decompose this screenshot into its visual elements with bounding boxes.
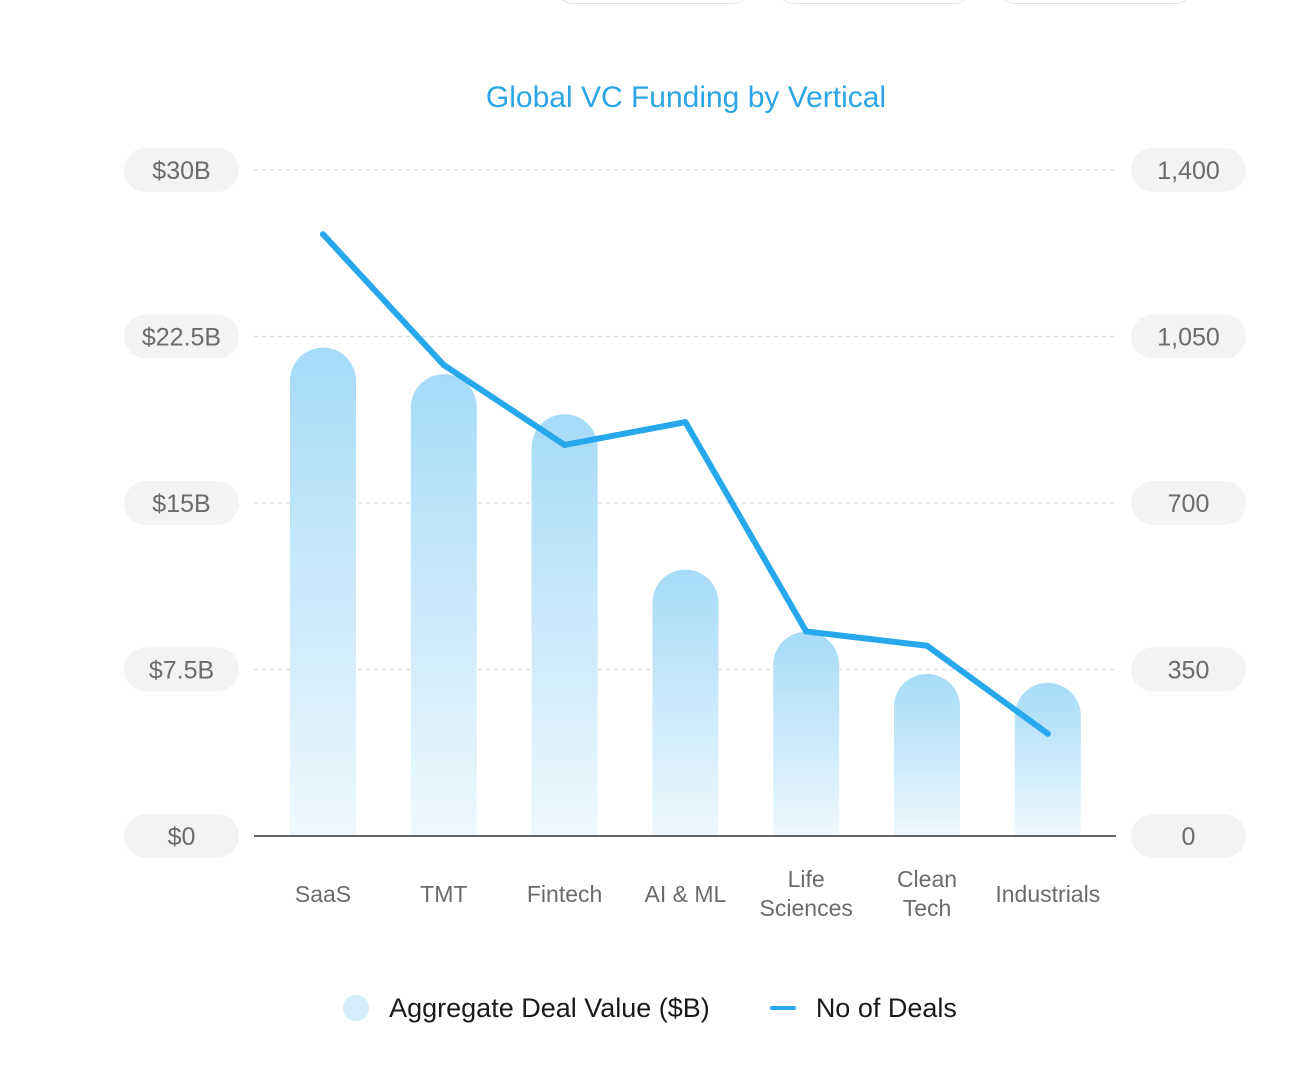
bar-industrials[interactable] [1014,682,1081,836]
right-tick-label: 0 [1182,823,1196,851]
right-tick-pill [1131,148,1246,192]
right-tick-pill [1131,647,1246,692]
legend: Aggregate Deal Value ($B) No of Deals [0,986,1300,1030]
legend-label-deals: No of Deals [815,992,957,1023]
deals-point[interactable] [561,441,568,448]
chart-title: Global VC Funding by Vertical [486,81,886,114]
right-tick-pill [1131,481,1246,525]
category-label: AI & ML [644,881,726,907]
left-tick-pill [124,481,239,525]
left-tick-label: $0 [168,823,196,851]
right-tick-label: 700 [1168,490,1210,518]
legend-swatch-line [769,1006,796,1010]
category-label: SaaS [295,881,351,907]
left-tick-label: $30B [152,157,210,185]
legend-swatch-bar [343,995,370,1021]
bar-fintech[interactable] [531,414,598,836]
left-tick-pill [124,314,239,359]
deals-point[interactable] [924,642,930,649]
deals-point[interactable] [1044,730,1051,737]
category-label: Industrials [995,881,1100,907]
bar-saas[interactable] [290,347,356,836]
bar-clean-tech[interactable] [894,673,960,836]
legend-item-deals[interactable]: No of Deals [769,992,957,1024]
left-tick-pill [124,814,239,858]
category-labels: SaaS TMT Fintech AI & ML Life Sciences Clean Te… [295,866,1100,921]
bar-tmt[interactable] [410,374,477,836]
right-tick-label: 350 [1168,657,1210,685]
bar-ai-ml[interactable] [652,569,719,836]
right-axis: 0 350 700 1,050 1,400 [1131,148,1246,858]
right-tick-pill [1131,314,1246,359]
right-tick-label: 1,400 [1157,157,1220,185]
legend-item-deal-value[interactable]: Aggregate Deal Value ($B) [343,993,710,1024]
line-series [320,231,1051,737]
deals-point[interactable] [320,231,326,238]
legend-label-deal-value: Aggregate Deal Value ($B) [389,992,710,1023]
category-label: Life Sciences [760,866,853,921]
bar-series [290,347,1081,836]
deals-point[interactable] [682,419,689,426]
left-tick-label: $22.5B [142,324,221,352]
right-tick-label: 1,050 [1157,324,1220,352]
category-label: Clean Tech [897,866,957,921]
deals-point[interactable] [440,362,447,369]
deals-point[interactable] [803,628,810,635]
right-tick-pill [1131,814,1246,858]
category-label: Fintech [527,881,602,907]
left-tick-pill [124,647,239,692]
bar-life-sciences[interactable] [773,631,840,836]
left-tick-label: $15B [152,490,210,518]
left-tick-pill [124,148,239,192]
left-axis: $0 $7.5B $15B $22.5B $30B [124,148,239,858]
category-label: TMT [420,881,467,907]
left-tick-label: $7.5B [149,657,214,685]
